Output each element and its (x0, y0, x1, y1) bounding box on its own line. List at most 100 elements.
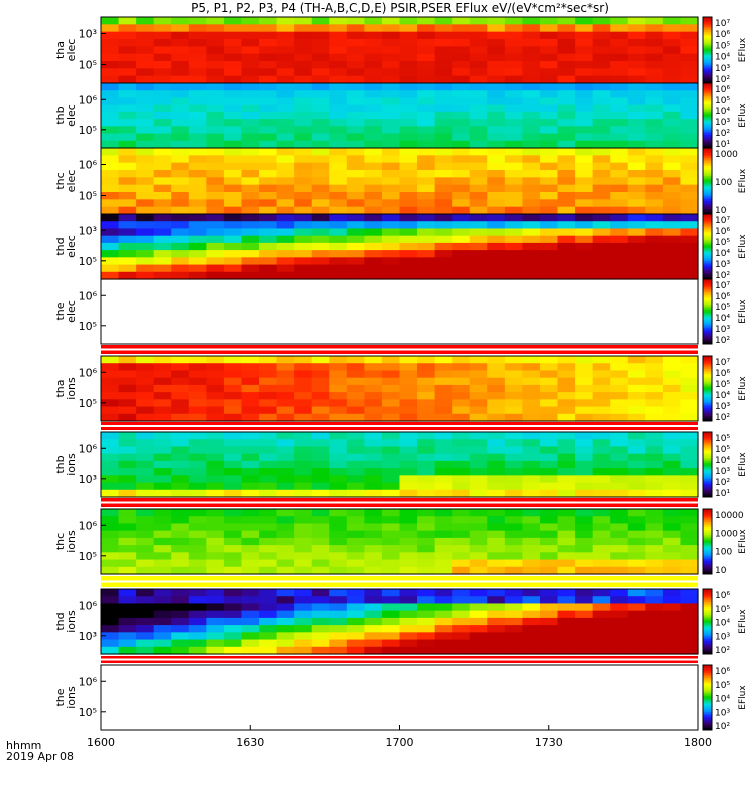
spectrogram-cell (206, 104, 225, 113)
spectrogram-cell (539, 639, 559, 648)
spectrogram-cell (329, 46, 348, 55)
spectrogram-cell (399, 453, 418, 462)
spectrogram-cell (136, 111, 155, 120)
spectrogram-cell (118, 632, 137, 641)
spectrogram-cell (627, 271, 646, 280)
spectrogram-cell (171, 356, 190, 364)
colorbar-segment (703, 572, 712, 575)
spectrogram-cell (329, 75, 348, 84)
spectrogram-cell (171, 133, 190, 142)
spectrogram-cell (118, 610, 137, 619)
spectrogram-cell (171, 184, 190, 193)
spectrogram-cell (469, 475, 488, 484)
spectrogram-cell (259, 75, 278, 84)
spectrogram-cell (539, 399, 559, 408)
spectrogram-cell (539, 370, 559, 379)
spectrogram-cell (381, 140, 401, 149)
spectrogram-cell (575, 617, 594, 626)
colorbar-segment (703, 388, 712, 391)
spectrogram-cell (539, 140, 559, 149)
spectrogram-cell (645, 83, 664, 91)
spectrogram-cell (118, 530, 137, 539)
spectrogram-cell (662, 177, 682, 186)
spectrogram-cell (662, 589, 682, 597)
panel-frame (100, 431, 699, 498)
spectrogram-cell (469, 257, 488, 266)
spectrogram-cell (101, 370, 120, 379)
spectrogram-cell (223, 184, 243, 193)
spectrogram-cell (136, 545, 155, 553)
spectrogram-cell (469, 589, 488, 597)
spectrogram-cell (206, 406, 225, 415)
spectrogram-cell (434, 413, 453, 422)
spectrogram-cell (487, 17, 506, 25)
spectrogram-cell (136, 482, 155, 491)
colorbar-tick-label: 10⁵ (715, 681, 730, 691)
spectrogram-cell (522, 214, 541, 222)
spectrogram-cell (662, 413, 682, 422)
colorbar-segment (703, 445, 712, 448)
spectrogram-cell (539, 228, 559, 237)
colorbar-segment (703, 56, 712, 59)
spectrogram-cell (539, 111, 559, 120)
spectrogram-cell (504, 119, 524, 127)
spectrogram-cell (662, 75, 682, 84)
colorbar-segment (703, 81, 712, 84)
colorbar-segment (703, 74, 712, 77)
spectrogram-cell (504, 250, 524, 258)
spectrogram-cell (645, 140, 664, 149)
spectrogram-cell (487, 221, 506, 230)
spectrogram-cell (241, 413, 260, 422)
spectrogram-cell (101, 184, 120, 193)
spectrogram-cell (223, 370, 243, 379)
spectrogram-cell (504, 111, 524, 120)
spectrogram-cell (680, 545, 699, 553)
spectrogram-cell (136, 363, 155, 372)
colorbar-segment (703, 253, 712, 256)
spectrogram-cell (311, 446, 330, 455)
spectrogram-cell (329, 126, 348, 135)
colorbar-tick-label: 10³ (715, 467, 730, 477)
spectrogram-cell (452, 384, 471, 393)
spectrogram-cell (610, 537, 629, 546)
spectrogram-cell (364, 596, 383, 605)
spectrogram-cell (610, 75, 629, 84)
spectrogram-cell (610, 406, 629, 415)
spectrogram-cell (610, 119, 629, 127)
spectrogram-cell (645, 559, 664, 568)
y-tick-label: 10⁶ (79, 159, 98, 172)
spectrogram-cell (522, 432, 541, 440)
spectrogram-cell (294, 632, 313, 641)
spectrogram-cell (627, 377, 646, 386)
spectrogram-cell (417, 596, 436, 605)
spectrogram-cell (381, 148, 401, 156)
colorbar-tick-label: 10⁷ (715, 216, 730, 226)
spectrogram-cell (627, 133, 646, 142)
spectrogram-cell (557, 148, 576, 156)
spectrogram-cell (364, 242, 383, 251)
spectrogram-cell (188, 516, 207, 525)
spectrogram-cell (522, 75, 541, 84)
spectrogram-cell (417, 363, 436, 372)
colorbar-segment (703, 495, 712, 498)
spectrogram-cell (452, 446, 471, 455)
colorbar-segment (703, 241, 712, 244)
spectrogram-cell (539, 632, 559, 641)
colorbar-tick-label: 10⁴ (715, 695, 730, 705)
spectrogram-cell (223, 363, 243, 372)
spectrogram-cell (223, 206, 243, 215)
colorbar-segment (703, 461, 712, 464)
spectrogram-cell (557, 489, 576, 498)
spectrogram-cell (592, 31, 611, 40)
spectrogram-cell (452, 489, 471, 498)
spectrogram-cell (206, 271, 225, 280)
spectrogram-cell (627, 617, 646, 626)
spectrogram-cell (592, 639, 611, 648)
spectrogram-cell (557, 228, 576, 237)
spectrogram-cell (399, 489, 418, 498)
spectrogram-cell (469, 133, 488, 142)
spectrogram-cell (311, 177, 330, 186)
colorbar-label: EFlux (738, 609, 748, 634)
